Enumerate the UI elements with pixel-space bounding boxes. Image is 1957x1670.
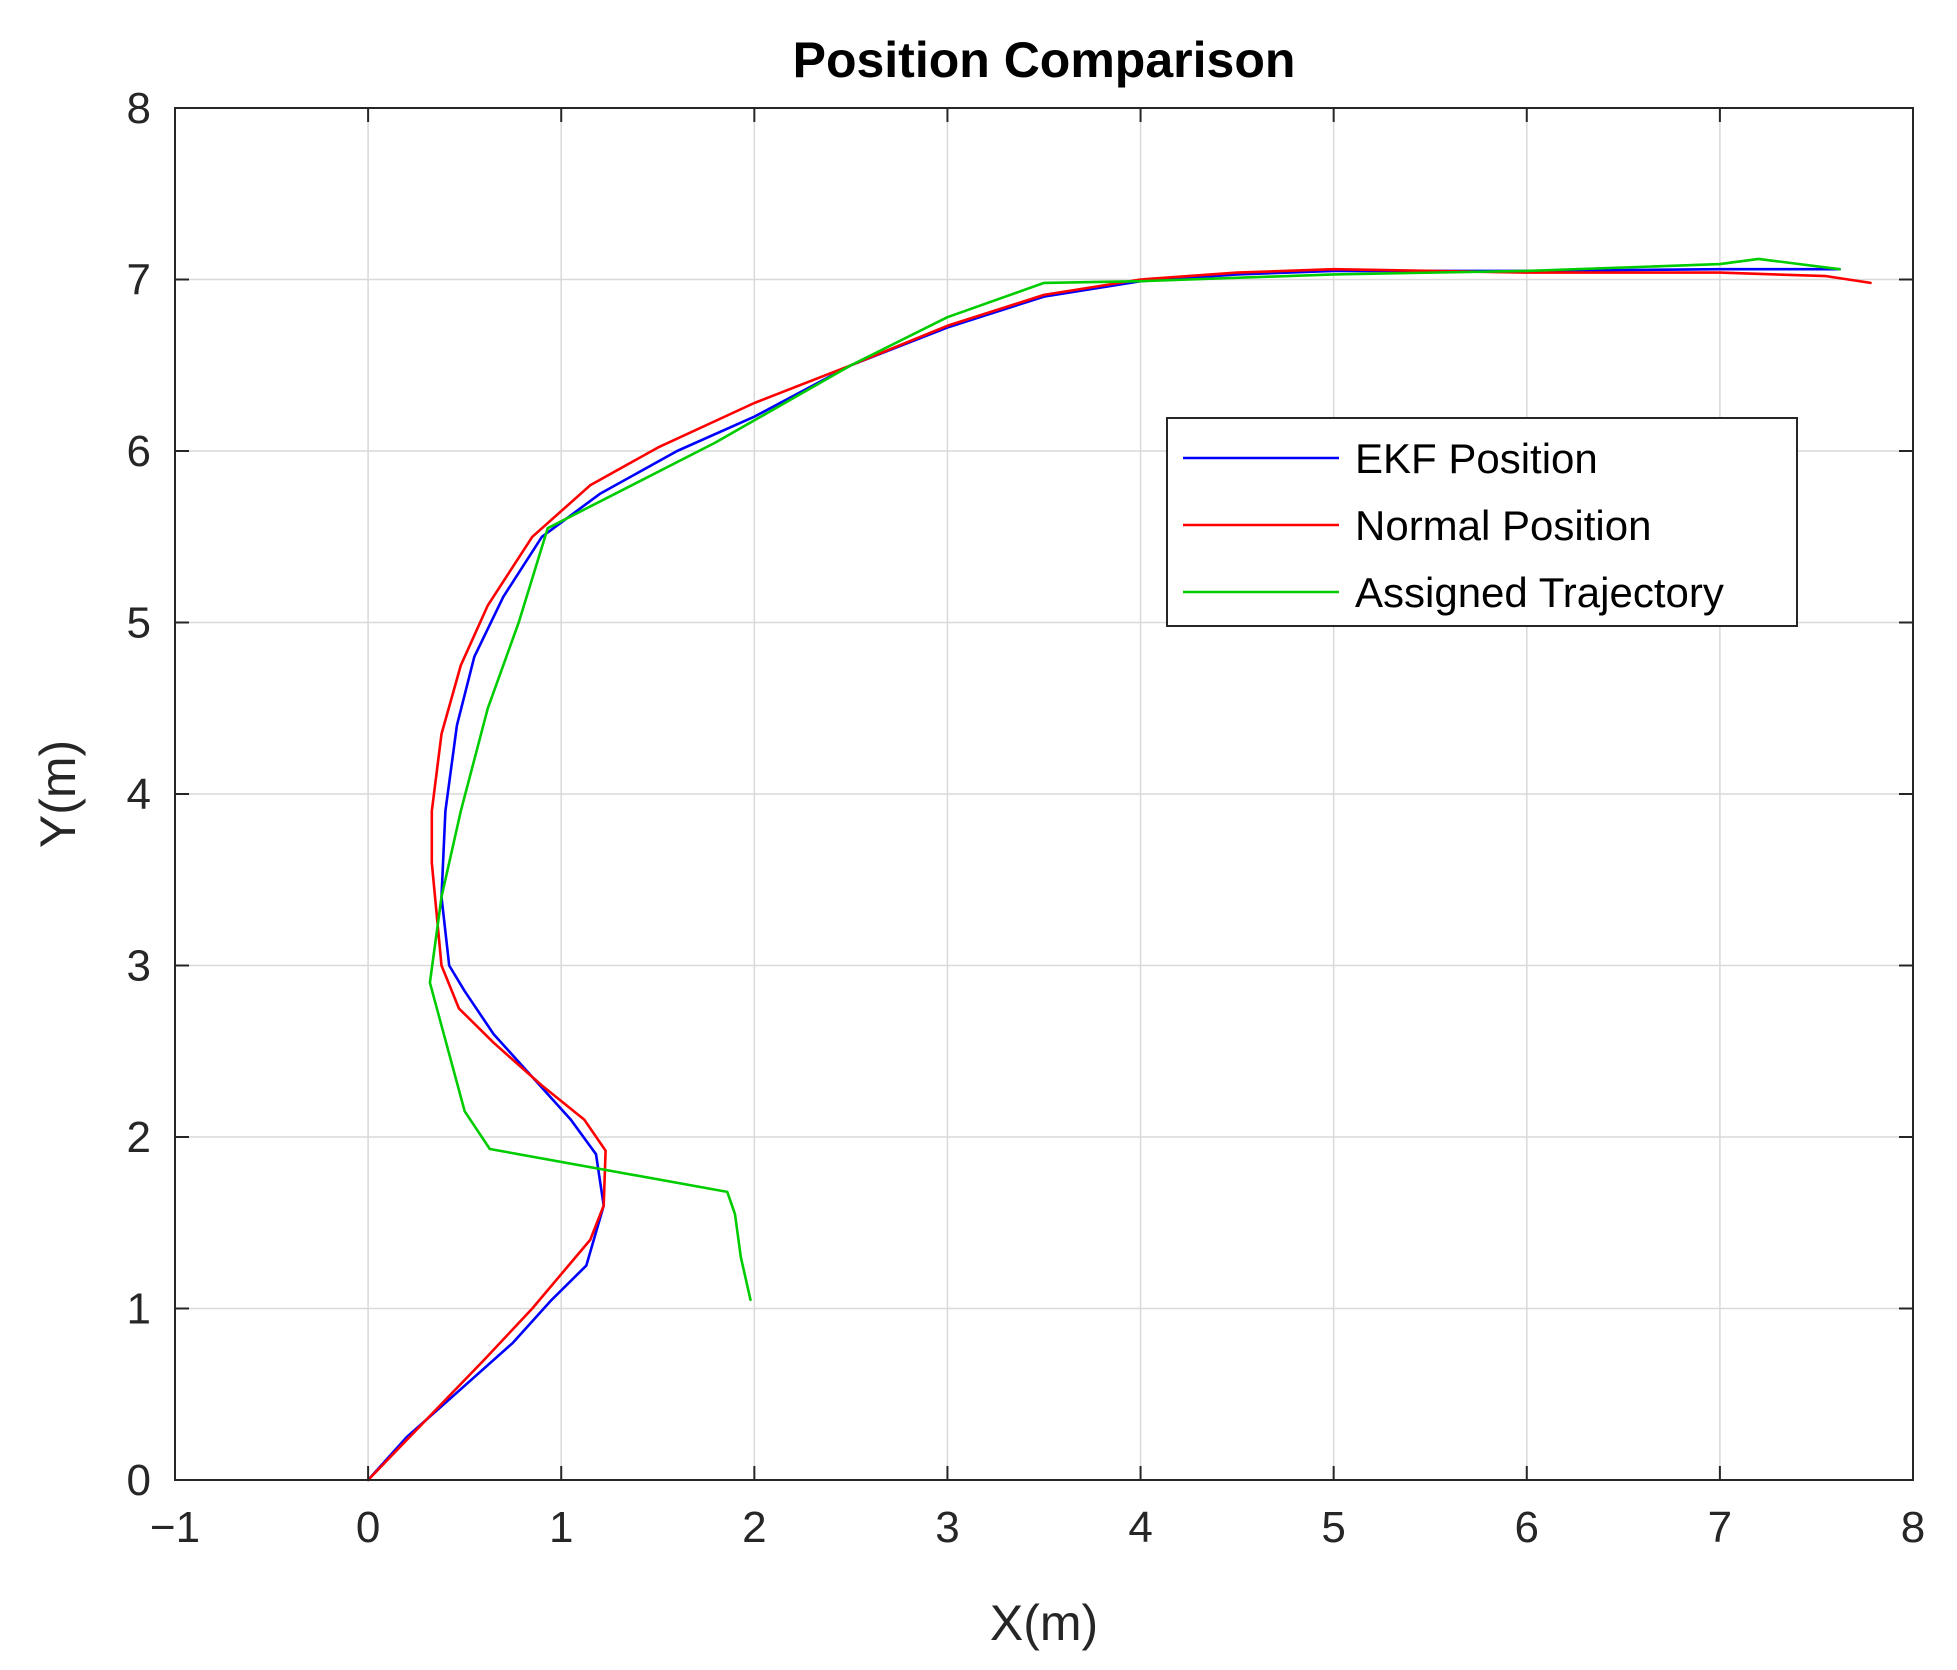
y-tick-label: 7 (127, 256, 151, 305)
x-tick-label: 1 (549, 1503, 573, 1552)
legend-label: Assigned Trajectory (1355, 569, 1724, 616)
x-tick-label: 0 (356, 1503, 380, 1552)
legend-label: EKF Position (1355, 435, 1598, 482)
y-tick-label: 1 (127, 1285, 151, 1334)
series-lines (366, 257, 1872, 1482)
chart-title: Position Comparison (793, 32, 1296, 88)
x-axis-label: X(m) (990, 1595, 1098, 1651)
y-tick-label: 8 (127, 84, 151, 133)
y-tick-label: 5 (127, 599, 151, 648)
y-tick-label: 2 (127, 1113, 151, 1162)
x-tick-label: 4 (1128, 1503, 1152, 1552)
y-tick-label: 0 (127, 1456, 151, 1505)
legend-label: Normal Position (1355, 502, 1651, 549)
y-tick-label: 3 (127, 942, 151, 991)
x-tick-label: 5 (1321, 1503, 1345, 1552)
y-tick-label: 6 (127, 427, 151, 476)
y-tick-label: 4 (127, 770, 151, 819)
x-tick-label: −1 (150, 1503, 200, 1552)
x-tick-label: 8 (1901, 1503, 1925, 1552)
series-line-normal-position (366, 267, 1872, 1482)
legend: EKF Position Normal Position Assigned Traj… (1166, 417, 1798, 627)
x-tick-label: 2 (742, 1503, 766, 1552)
x-tick-label: 3 (935, 1503, 959, 1552)
x-tick-label: 6 (1515, 1503, 1539, 1552)
series-line-assigned-trajectory (428, 257, 1841, 1302)
y-axis-label: Y(m) (30, 740, 86, 848)
x-tick-label: 7 (1708, 1503, 1732, 1552)
